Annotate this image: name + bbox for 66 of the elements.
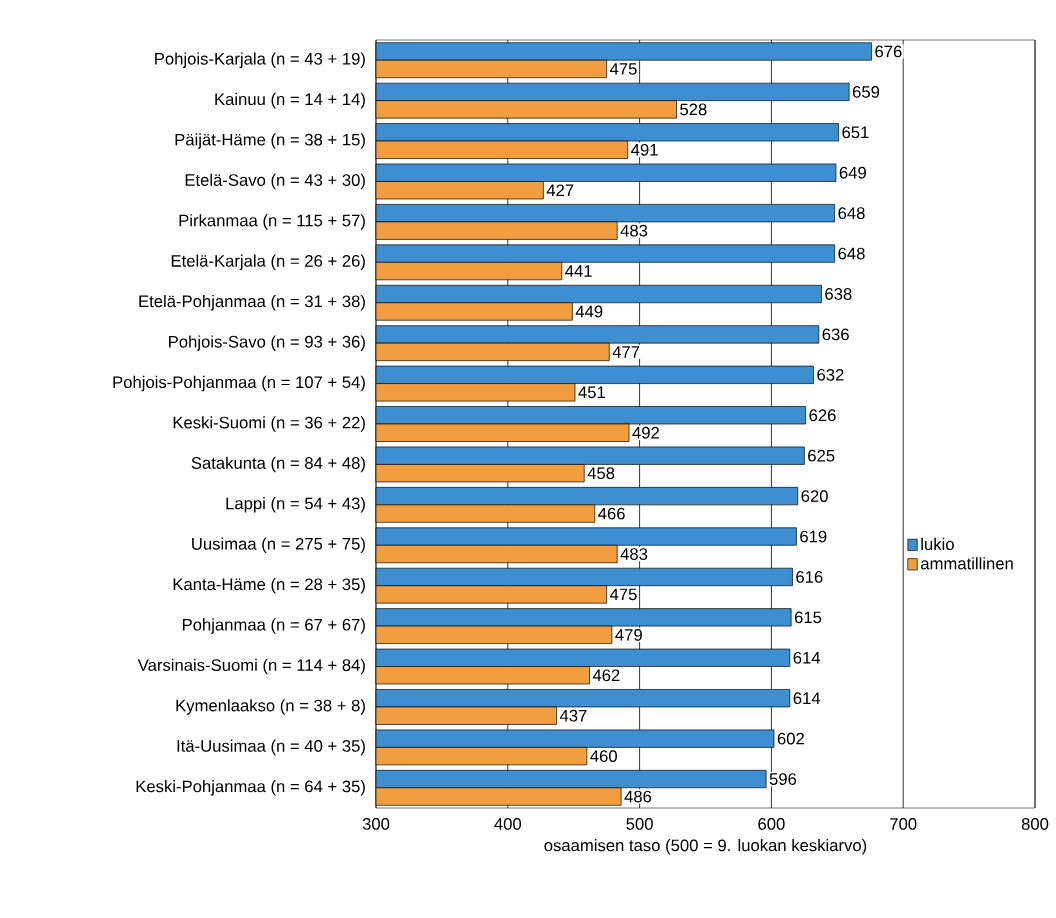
data-label: 632 (817, 368, 844, 381)
y-tick-label: Lappi (n = 54 + 43) (226, 497, 365, 513)
data-label: 620 (801, 490, 828, 502)
data-label: 625 (808, 449, 835, 462)
data-label: 676 (875, 45, 902, 58)
data-label: 626 (809, 409, 836, 422)
data-label: 636 (822, 328, 849, 341)
y-tick-label: Pirkanmaa (n = 115 + 57) (179, 214, 365, 230)
data-label: 449 (575, 305, 603, 318)
x-tick-label: 400 (494, 818, 522, 830)
data-label: 648 (838, 207, 865, 220)
y-tick-label: Kanta-Häme (n = 28 + 35) (173, 577, 365, 594)
y-tick-label: Varsinais-Suomi (n = 114 + 84) (137, 658, 365, 675)
y-tick-label: Pohjanmaa (n = 67 + 67) (182, 618, 365, 634)
data-label: 616 (796, 571, 823, 583)
data-label: 491 (631, 143, 658, 156)
y-tick-label: Etelä-Karjala (n = 26 + 26) (171, 254, 365, 271)
y-tick-label: Etelä-Savo (n = 43 + 30) (185, 173, 365, 190)
x-tick-label: 700 (890, 818, 917, 830)
y-tick-label: Itä-Uusimaa (n = 40 + 35) (177, 739, 365, 756)
data-label: 479 (615, 628, 642, 641)
y-tick-label: Pohjois-Pohjanmaa (n = 107 + 54) (113, 375, 365, 392)
x-tick-label: 500 (626, 818, 653, 830)
data-label: 466 (598, 507, 625, 520)
data-label: 659 (852, 86, 880, 98)
x-tick-label: 300 (362, 818, 390, 830)
data-label: 483 (620, 548, 648, 560)
x-axis-title: osaamisen taso (500 = 9. luokan keskiarvo) (544, 839, 867, 855)
data-label: 475 (609, 63, 637, 75)
y-tick-label: Kainuu (n = 14 + 14) (215, 92, 365, 109)
y-tick-label: Satakunta (n = 84 + 48) (191, 456, 365, 473)
data-label: 614 (793, 692, 821, 705)
y-tick-label: Etelä-Pohjanmaa (n = 31 + 38) (139, 294, 365, 311)
data-label: 649 (839, 166, 866, 179)
data-label: 638 (825, 288, 852, 300)
data-label: 477 (612, 346, 640, 358)
data-label: 458 (587, 467, 615, 480)
data-label: 614 (793, 651, 821, 664)
data-label: 486 (624, 790, 652, 803)
legend-label: ammatillinen (921, 557, 1013, 570)
data-label: 528 (680, 103, 707, 116)
data-label: 427 (546, 184, 574, 197)
data-label: 460 (590, 750, 617, 763)
legend-label: lukio (921, 537, 954, 551)
data-label: 651 (842, 126, 869, 139)
data-label: 492 (632, 426, 659, 439)
y-tick-label: Keski-Pohjanmaa (n = 64 + 35) (136, 780, 365, 796)
data-label: 441 (565, 265, 592, 277)
data-label: 615 (794, 611, 822, 624)
data-label: 483 (620, 224, 648, 237)
x-tick-label: 600 (758, 818, 785, 830)
y-tick-label: Pohjois-Savo (n = 93 + 36) (169, 335, 365, 351)
data-label: 619 (800, 530, 827, 543)
y-tick-label: Kymenlaakso (n = 38 + 8) (176, 699, 365, 715)
data-label: 648 (838, 247, 865, 260)
data-label: 437 (559, 709, 587, 722)
y-tick-label: Päijät-Häme (n = 38 + 15) (175, 133, 365, 149)
y-tick-label: Keski-Suomi (n = 36 + 22) (173, 416, 365, 432)
data-label: 462 (592, 669, 620, 682)
data-label: 602 (777, 732, 804, 745)
y-tick-label: Pohjois-Karjala (n = 43 + 19) (155, 52, 365, 68)
y-tick-label: Uusimaa (n = 275 + 75) (192, 537, 365, 554)
x-tick-label: 800 (1021, 818, 1049, 830)
data-label: 596 (769, 773, 797, 785)
data-label: 475 (609, 588, 637, 601)
data-label: 451 (578, 386, 605, 399)
